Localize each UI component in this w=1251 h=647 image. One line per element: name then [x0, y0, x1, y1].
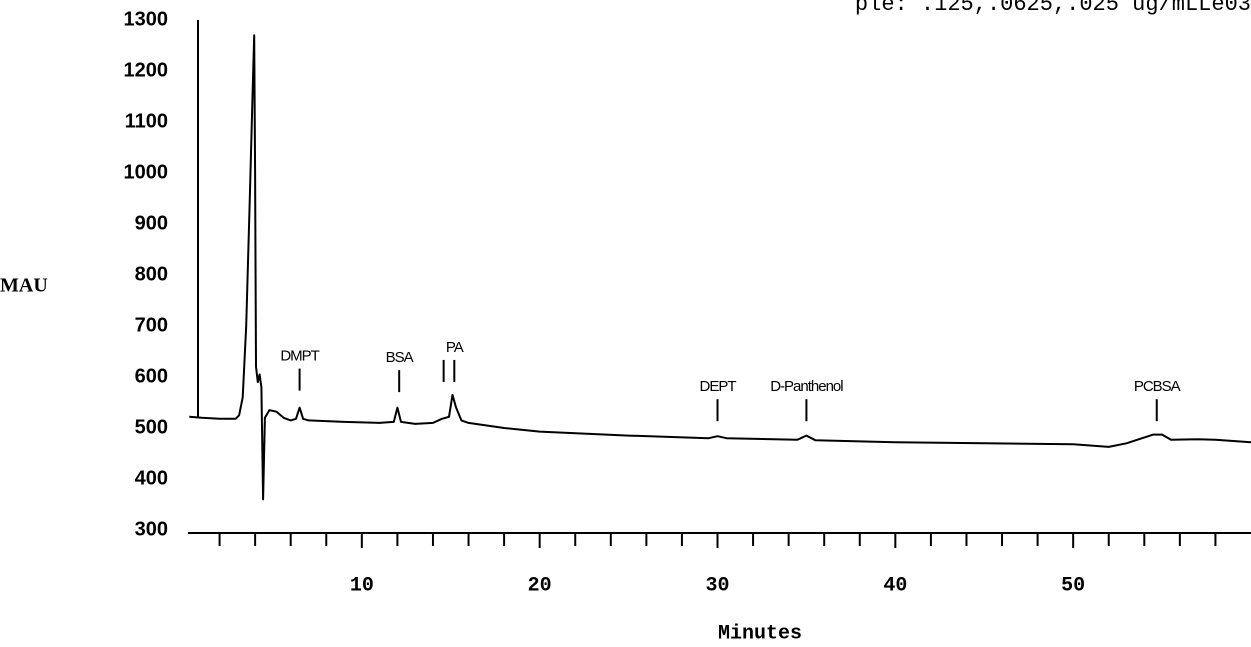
x-tick-label: 20 — [528, 574, 552, 597]
peak-label: D-Panthenol — [770, 378, 843, 395]
x-axis-label: Minutes — [718, 622, 802, 645]
x-tick-label: 30 — [705, 574, 729, 597]
peak-label: BSA — [386, 349, 414, 366]
y-tick-label: 700 — [135, 314, 168, 336]
peak-label: DMPT — [280, 348, 319, 365]
y-axis-label: MAU — [0, 275, 48, 297]
chart-title: ple: .125,.0625,.025 ug/mLLe03 — [855, 0, 1251, 17]
peak-label: PA — [446, 339, 464, 356]
y-tick-label: 1100 — [125, 110, 168, 132]
y-tick-label: 600 — [135, 365, 168, 387]
peak-label: DEPT — [699, 378, 736, 395]
trace — [189, 34, 1251, 501]
y-tick-label: 400 — [135, 467, 168, 489]
y-tick-label: 800 — [135, 263, 168, 285]
x-tick-label: 50 — [1061, 574, 1085, 597]
y-tick-label: 1200 — [124, 59, 169, 81]
x-tick-label: 10 — [350, 574, 374, 597]
y-tick-label: 1000 — [124, 161, 169, 183]
y-tick-label: 1300 — [124, 8, 169, 30]
peak-label: PCBSA — [1134, 378, 1181, 395]
x-tick-label: 40 — [883, 574, 907, 597]
y-tick-label: 900 — [135, 212, 168, 234]
y-tick-label: 500 — [135, 416, 168, 438]
y-tick-label: 300 — [135, 518, 168, 540]
